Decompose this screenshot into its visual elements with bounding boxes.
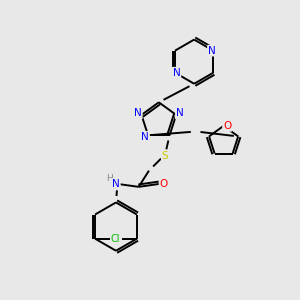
Text: N: N [172,68,180,78]
Text: S: S [162,151,169,161]
Text: N: N [141,132,149,142]
Text: O: O [160,179,168,189]
Text: O: O [223,121,231,131]
Text: Cl: Cl [112,234,121,244]
Text: N: N [112,179,120,189]
Text: N: N [208,46,216,56]
Text: N: N [176,108,184,118]
Text: H: H [106,174,112,183]
Text: Cl: Cl [111,234,120,244]
Text: N: N [134,108,142,118]
